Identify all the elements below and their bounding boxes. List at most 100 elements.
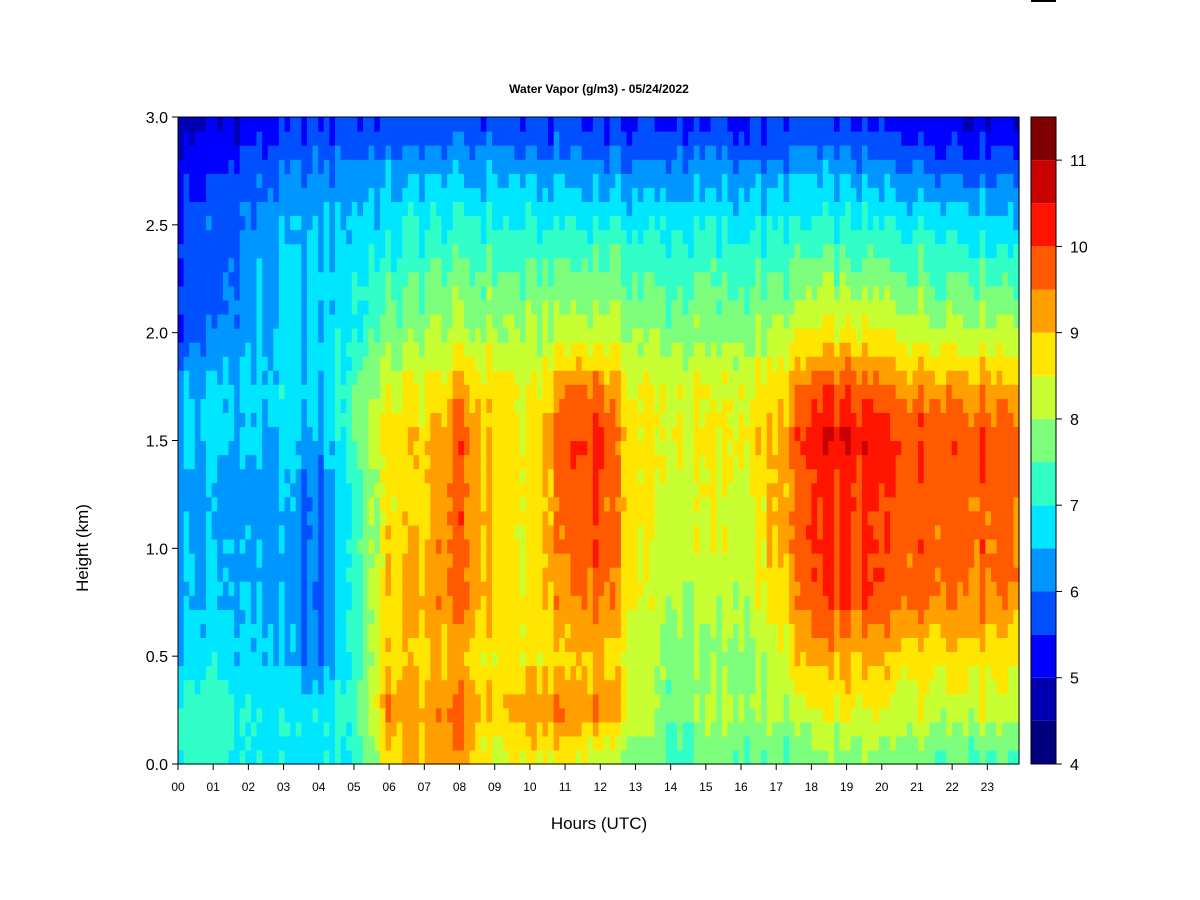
heatmap-cell	[665, 454, 672, 470]
heatmap-cell	[570, 595, 577, 610]
heatmap-cell	[245, 538, 252, 554]
heatmap-cell	[761, 426, 768, 442]
heatmap-cell	[637, 145, 644, 160]
heatmap-cell	[761, 468, 768, 484]
heatmap-cell	[497, 271, 504, 287]
heatmap-cell	[385, 159, 392, 174]
heatmap-cell	[346, 553, 353, 568]
heatmap-cell	[234, 735, 241, 751]
heatmap-cell	[379, 201, 387, 217]
heatmap-cell	[716, 665, 723, 681]
heatmap-cell	[536, 482, 544, 498]
heatmap-cell	[682, 538, 689, 554]
heatmap-cell	[604, 440, 611, 456]
heatmap-cell	[576, 131, 583, 146]
heatmap-cell	[424, 609, 431, 624]
heatmap-cell	[727, 201, 734, 217]
heatmap-cell	[637, 665, 644, 681]
heatmap-cell	[665, 482, 672, 498]
heatmap-cell	[178, 299, 185, 315]
heatmap-cell	[587, 271, 594, 287]
heatmap-cell	[648, 651, 656, 667]
heatmap-cell	[475, 299, 482, 315]
heatmap-cell	[682, 468, 689, 484]
heatmap-cell	[626, 595, 633, 610]
heatmap-cell	[592, 215, 600, 231]
heatmap-cell	[693, 637, 701, 653]
heatmap-cell	[637, 398, 644, 413]
heatmap-cell	[363, 482, 370, 498]
heatmap-cell	[391, 145, 398, 160]
heatmap-cell	[290, 426, 297, 442]
heatmap-cell	[262, 131, 269, 146]
heatmap-cell	[710, 707, 717, 723]
heatmap-cell	[228, 187, 235, 202]
heatmap-cell	[211, 342, 218, 357]
heatmap-cell	[525, 595, 532, 610]
heatmap-cell	[267, 609, 274, 624]
heatmap-cell	[733, 215, 740, 231]
heatmap-cell	[267, 327, 274, 343]
heatmap-cell	[301, 299, 308, 315]
heatmap-cell	[486, 665, 493, 681]
heatmap-cell	[234, 496, 241, 512]
heatmap-cell	[368, 581, 375, 596]
heatmap-cell	[312, 595, 319, 610]
heatmap-cell	[346, 679, 353, 695]
heatmap-cell	[402, 426, 409, 442]
heatmap-cell	[676, 721, 684, 737]
heatmap-cell	[514, 201, 521, 217]
heatmap-cell	[525, 229, 532, 245]
heatmap-cell	[228, 229, 235, 245]
heatmap-cell	[385, 370, 392, 385]
heatmap-cell	[447, 482, 454, 498]
heatmap-cell	[772, 398, 779, 413]
heatmap-cell	[721, 581, 729, 596]
heatmap-cell	[497, 313, 504, 329]
heatmap-cell	[463, 384, 471, 399]
heatmap-cell	[766, 384, 773, 399]
heatmap-cell	[480, 567, 487, 582]
heatmap-cell	[267, 313, 274, 329]
heatmap-cell	[570, 271, 577, 287]
heatmap-cell	[738, 412, 745, 428]
heatmap-cell	[576, 623, 583, 639]
heatmap-cell	[648, 454, 656, 470]
heatmap-cell	[211, 482, 218, 498]
heatmap-cell	[267, 440, 274, 456]
heatmap-cell	[458, 187, 465, 202]
heatmap-cell	[329, 173, 336, 188]
heatmap-cell	[648, 665, 656, 681]
heatmap-cell	[178, 553, 185, 568]
heatmap-cell	[637, 384, 644, 399]
heatmap-cell	[609, 721, 616, 737]
heatmap-cell	[419, 735, 426, 751]
heatmap-cell	[710, 285, 717, 301]
heatmap-cell	[721, 384, 729, 399]
heatmap-cell	[637, 342, 644, 357]
heatmap-cell	[536, 187, 544, 202]
heatmap-cell	[363, 370, 370, 385]
heatmap-cell	[503, 524, 510, 540]
heatmap-cell	[581, 356, 588, 371]
heatmap-cell	[301, 243, 308, 259]
heatmap-cell	[318, 707, 325, 723]
heatmap-cell	[514, 679, 521, 695]
heatmap-cell	[520, 117, 527, 132]
heatmap-cell	[228, 313, 235, 329]
heatmap-cell	[413, 735, 420, 751]
heatmap-cell	[503, 145, 510, 160]
heatmap-cell	[676, 412, 684, 428]
heatmap-cell	[632, 524, 639, 540]
heatmap-cell	[368, 285, 375, 301]
heatmap-cell	[676, 581, 684, 596]
heatmap-cell	[334, 356, 342, 371]
heatmap-cell	[654, 749, 661, 765]
heatmap-cell	[329, 398, 336, 413]
heatmap-cell	[357, 215, 364, 231]
heatmap-cell	[256, 201, 263, 217]
heatmap-cell	[727, 117, 734, 132]
heatmap-cell	[228, 749, 235, 765]
heatmap-cell	[239, 201, 246, 217]
heatmap-cell	[396, 496, 403, 512]
